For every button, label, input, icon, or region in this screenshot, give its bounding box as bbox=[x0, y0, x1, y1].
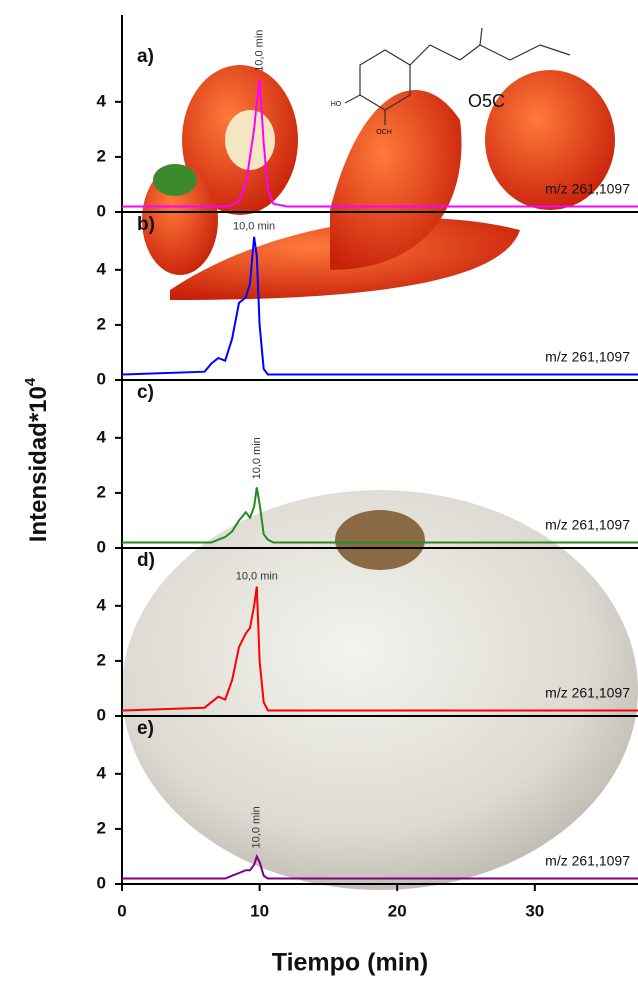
panel-label: e) bbox=[137, 718, 154, 739]
y-tick-label: 0 bbox=[97, 873, 106, 892]
x-tick-label: 30 bbox=[525, 901, 544, 920]
y-tick-label: 0 bbox=[97, 537, 106, 556]
y-tick-label: 0 bbox=[97, 705, 106, 724]
figure: 0 2 4 m/z 261,1097 10,0 min a) O5C HO OCH 0 2 4 m/z … bbox=[0, 0, 638, 981]
x-tick-label: 20 bbox=[388, 901, 407, 920]
y-tick-label: 2 bbox=[97, 314, 106, 333]
legend-entry: m/z 261,1097 bbox=[545, 685, 630, 701]
peak-annotation: 10,0 min bbox=[236, 570, 278, 582]
legend-entry: m/z 261,1097 bbox=[545, 349, 630, 365]
panel-label: a) bbox=[137, 46, 154, 67]
y-tick-label: 4 bbox=[97, 595, 107, 614]
peak-annotation: 10,0 min bbox=[233, 221, 275, 233]
y-tick-label: 2 bbox=[97, 818, 106, 837]
legend-entry: m/z 261,1097 bbox=[545, 853, 630, 869]
peak-annotation: 10,0 min bbox=[254, 30, 266, 72]
structure-label: O5C bbox=[468, 91, 505, 111]
y-tick-label: 4 bbox=[97, 427, 107, 446]
y-tick-label: 0 bbox=[97, 201, 106, 220]
y-tick-label: 4 bbox=[97, 91, 107, 110]
y-tick-label: 2 bbox=[97, 482, 106, 501]
y-tick-label: 4 bbox=[97, 259, 107, 278]
x-tick-label: 0 bbox=[117, 901, 126, 920]
legend-entry: m/z 261,1097 bbox=[545, 181, 630, 197]
y-axis-title-exponent: 4 bbox=[22, 377, 39, 386]
y-axis-title-text: Intensidad*10 bbox=[25, 386, 52, 542]
x-tick-label: 10 bbox=[250, 901, 269, 920]
panel-label: d) bbox=[137, 550, 155, 571]
peak-annotation: 10,0 min bbox=[251, 806, 263, 848]
structure-atom: HO bbox=[331, 101, 342, 108]
panel-label: b) bbox=[137, 214, 155, 235]
panel-label: c) bbox=[137, 382, 154, 403]
y-tick-label: 0 bbox=[97, 369, 106, 388]
structure-atom: OCH bbox=[376, 129, 392, 136]
y-tick-label: 4 bbox=[97, 763, 107, 782]
peak-annotation: 10,0 min bbox=[251, 437, 263, 479]
legend-entry: m/z 261,1097 bbox=[545, 517, 630, 533]
y-axis-title: Intensidad*104 bbox=[22, 377, 52, 542]
y-tick-label: 2 bbox=[97, 146, 106, 165]
y-tick-label: 2 bbox=[97, 650, 106, 669]
x-axis-title: Tiempo (min) bbox=[272, 949, 428, 977]
